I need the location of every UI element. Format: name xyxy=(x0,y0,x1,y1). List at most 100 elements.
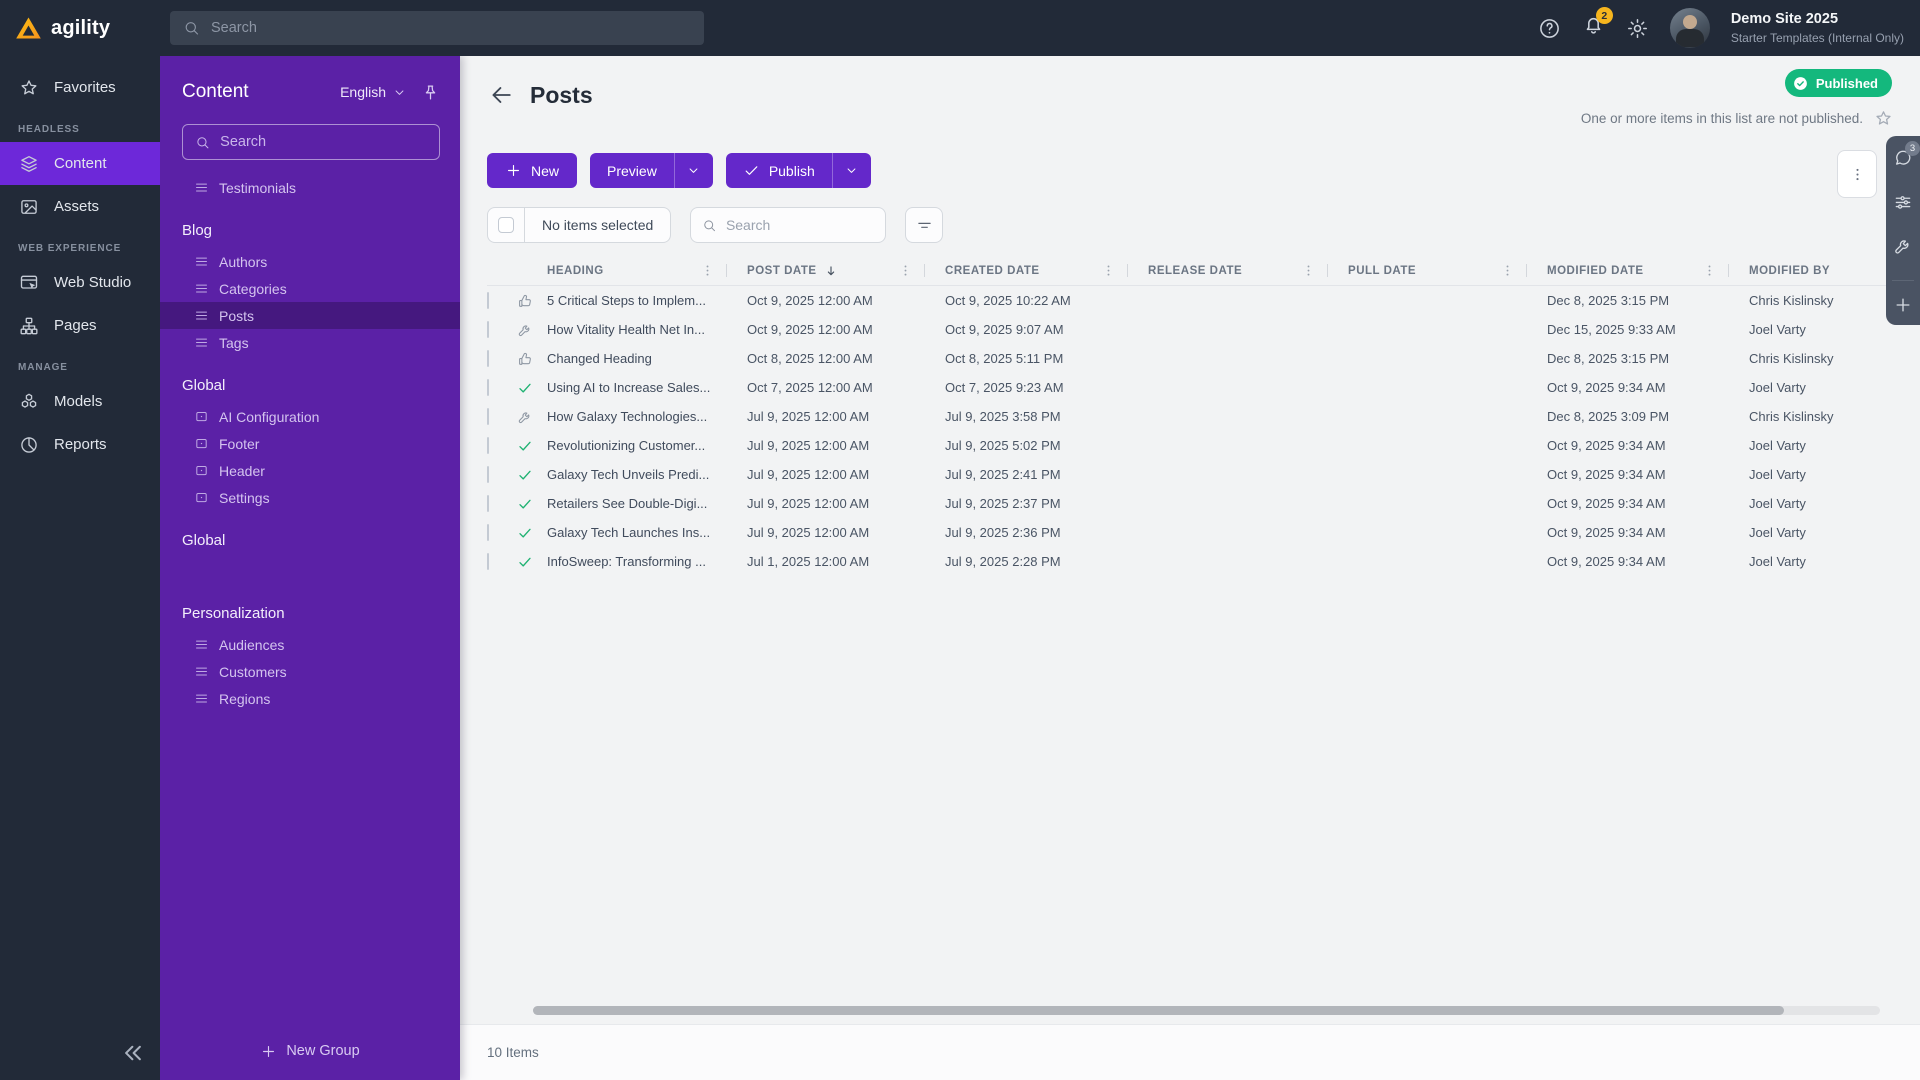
sidebar-item-web-studio[interactable]: Web Studio xyxy=(0,261,160,304)
content-item-tags[interactable]: Tags xyxy=(160,329,460,356)
row-checkbox[interactable] xyxy=(487,524,517,541)
content-item-label: Customers xyxy=(219,663,287,680)
row-checkbox[interactable] xyxy=(487,321,517,338)
column-header-post-date[interactable]: POST DATE xyxy=(747,256,945,285)
check-icon xyxy=(517,554,533,570)
sidebar-item-content[interactable]: Content xyxy=(0,142,160,185)
content-item-regions[interactable]: Regions xyxy=(160,685,460,712)
table-row[interactable]: How Vitality Health Net In... Oct 9, 2025… xyxy=(487,315,1886,344)
content-item-footer[interactable]: Footer xyxy=(160,430,460,457)
new-button[interactable]: New xyxy=(487,153,578,188)
table-row[interactable]: Using AI to Increase Sales... Oct 7, 2025… xyxy=(487,373,1886,402)
content-item-testimonials[interactable]: Testimonials xyxy=(160,174,460,201)
cell-heading[interactable]: Galaxy Tech Unveils Predi... xyxy=(547,467,710,482)
comments-button[interactable]: 3 xyxy=(1893,141,1920,168)
content-search-input[interactable] xyxy=(220,134,427,150)
global-search[interactable] xyxy=(170,11,704,45)
sliders-icon[interactable] xyxy=(1893,192,1913,212)
kebab-menu-icon xyxy=(1849,166,1866,183)
content-item-label: Header xyxy=(219,462,265,479)
content-item-settings[interactable]: Settings xyxy=(160,484,460,511)
sidebar-item-favorites[interactable]: Favorites xyxy=(0,66,160,109)
wrench-icon[interactable] xyxy=(1893,236,1913,256)
cell-heading[interactable]: InfoSweep: Transforming ... xyxy=(547,554,706,569)
row-checkbox[interactable] xyxy=(487,495,517,512)
sidebar-item-pages[interactable]: Pages xyxy=(0,304,160,347)
sidebar-item-reports[interactable]: Reports xyxy=(0,423,160,466)
row-checkbox[interactable] xyxy=(487,379,517,396)
preview-dropdown-toggle[interactable] xyxy=(673,153,713,188)
column-menu-icon[interactable] xyxy=(898,263,913,278)
publish-dropdown-toggle[interactable] xyxy=(831,153,871,188)
cell-heading[interactable]: Revolutionizing Customer... xyxy=(547,438,706,453)
column-header-pull-date[interactable]: PULL DATE xyxy=(1348,256,1547,285)
notifications-button[interactable]: 2 xyxy=(1582,7,1613,42)
column-menu-icon[interactable] xyxy=(1101,263,1116,278)
new-group-button[interactable]: New Group xyxy=(160,1032,460,1070)
table-row[interactable]: InfoSweep: Transforming ... Jul 1, 2025 1… xyxy=(487,547,1886,576)
cell-heading[interactable]: Changed Heading xyxy=(547,351,652,366)
column-menu-icon[interactable] xyxy=(1702,263,1717,278)
sidebar-item-label: Favorites xyxy=(54,79,116,96)
column-header-modified-by[interactable]: MODIFIED BY xyxy=(1749,256,1886,285)
row-checkbox[interactable] xyxy=(487,350,517,367)
cell-heading[interactable]: Galaxy Tech Launches Ins... xyxy=(547,525,711,540)
filter-button[interactable] xyxy=(905,207,944,243)
user-avatar[interactable] xyxy=(1669,8,1710,48)
list-options-button[interactable] xyxy=(1837,150,1877,198)
cell-heading[interactable]: Using AI to Increase Sales... xyxy=(547,380,711,395)
cell-heading[interactable]: How Galaxy Technologies... xyxy=(547,409,708,424)
gear-icon[interactable] xyxy=(1626,17,1649,40)
list-search[interactable] xyxy=(690,207,887,243)
column-header-created-date[interactable]: CREATED DATE xyxy=(945,256,1148,285)
back-arrow-icon[interactable] xyxy=(487,81,515,109)
publish-button[interactable]: Publish xyxy=(725,153,871,188)
sidebar-item-label: Reports xyxy=(54,436,107,453)
column-header-modified-date[interactable]: MODIFIED DATE xyxy=(1547,256,1749,285)
content-search[interactable] xyxy=(182,124,440,160)
content-item-ai-configuration[interactable]: AI Configuration xyxy=(160,403,460,430)
sidebar-item-assets[interactable]: Assets xyxy=(0,185,160,228)
content-item-header[interactable]: Header xyxy=(160,457,460,484)
language-selector[interactable]: English xyxy=(340,84,407,100)
table-row[interactable]: Galaxy Tech Launches Ins... Jul 9, 2025 1… xyxy=(487,518,1886,547)
table-row[interactable]: How Galaxy Technologies... Jul 9, 2025 12… xyxy=(487,402,1886,431)
column-header-release-date[interactable]: RELEASE DATE xyxy=(1148,256,1348,285)
column-menu-icon[interactable] xyxy=(700,263,715,278)
preview-button[interactable]: Preview xyxy=(590,153,713,188)
content-item-categories[interactable]: Categories xyxy=(160,275,460,302)
content-item-posts[interactable]: Posts xyxy=(160,302,460,329)
help-icon[interactable] xyxy=(1538,17,1561,40)
row-checkbox[interactable] xyxy=(487,553,517,570)
row-checkbox[interactable] xyxy=(487,466,517,483)
column-menu-icon[interactable] xyxy=(1301,263,1316,278)
publish-button-main[interactable]: Publish xyxy=(726,153,832,188)
cell-heading[interactable]: 5 Critical Steps to Implem... xyxy=(547,293,706,308)
horizontal-scrollbar-thumb[interactable] xyxy=(533,1006,1784,1015)
cell-heading[interactable]: Retailers See Double-Digi... xyxy=(547,496,708,511)
column-header-heading[interactable]: HEADING xyxy=(547,256,747,285)
global-search-input[interactable] xyxy=(211,20,691,36)
row-checkbox[interactable] xyxy=(487,292,517,309)
table-row[interactable]: Galaxy Tech Unveils Predi... Jul 9, 2025 … xyxy=(487,460,1886,489)
table-row[interactable]: Changed Heading Oct 8, 2025 12:00 AM Oct 8… xyxy=(487,344,1886,373)
select-all-checkbox[interactable] xyxy=(488,208,525,242)
list-search-input[interactable] xyxy=(725,217,875,233)
table-row[interactable]: 5 Critical Steps to Implem... Oct 9, 2025… xyxy=(487,286,1886,315)
content-item-audiences[interactable]: Audiences xyxy=(160,631,460,658)
sidebar-item-models[interactable]: Models xyxy=(0,380,160,423)
content-item-customers[interactable]: Customers xyxy=(160,658,460,685)
site-switcher[interactable]: Demo Site 2025 Starter Templates (Intern… xyxy=(1731,10,1904,45)
row-checkbox[interactable] xyxy=(487,437,517,454)
column-menu-icon[interactable] xyxy=(1500,263,1515,278)
favorite-star-icon[interactable] xyxy=(1874,109,1893,128)
add-panel-button[interactable] xyxy=(1893,295,1913,315)
row-checkbox[interactable] xyxy=(487,408,517,425)
table-row[interactable]: Retailers See Double-Digi... Jul 9, 2025 … xyxy=(487,489,1886,518)
cell-heading[interactable]: How Vitality Health Net In... xyxy=(547,322,705,337)
content-item-authors[interactable]: Authors xyxy=(160,248,460,275)
preview-button-main[interactable]: Preview xyxy=(590,153,674,188)
collapse-sidebar-icon[interactable] xyxy=(118,1038,148,1068)
pin-icon[interactable] xyxy=(421,83,440,102)
table-row[interactable]: Revolutionizing Customer... Jul 9, 2025 1… xyxy=(487,431,1886,460)
